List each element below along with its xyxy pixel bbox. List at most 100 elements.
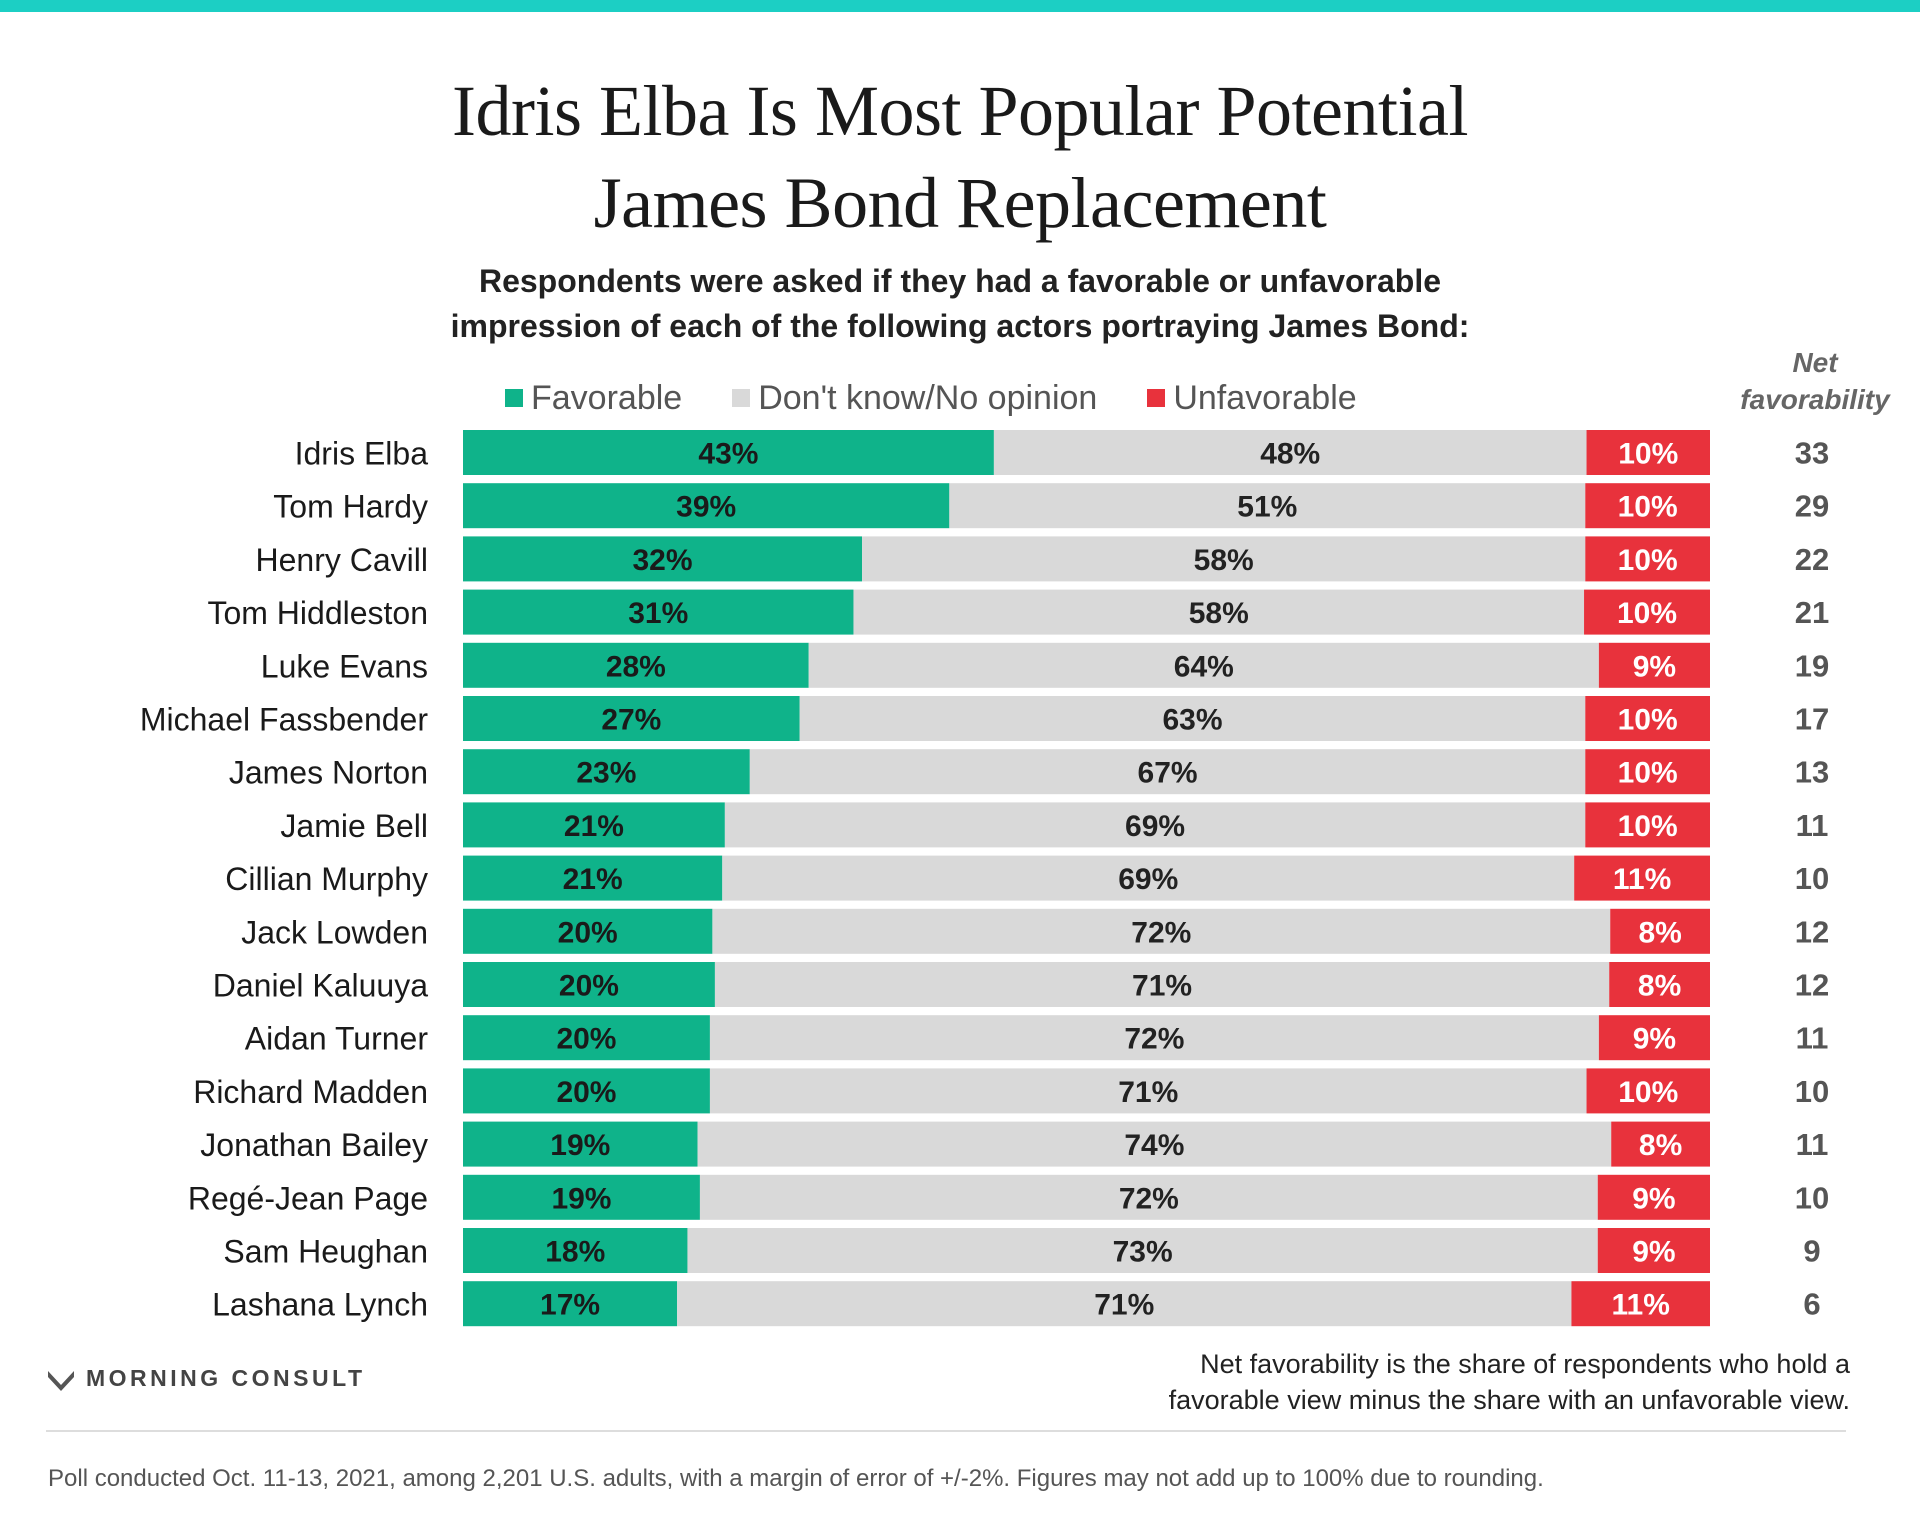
data-label-unfavorable: 10% <box>1618 438 1678 471</box>
bar-no-opinion <box>853 589 1585 635</box>
data-label-no-opinion: 48% <box>1260 438 1320 471</box>
legend-swatch-no-opinion <box>732 389 751 407</box>
bar-favorable <box>463 589 854 635</box>
category-label: Tom Hiddleston <box>207 595 428 631</box>
data-label-favorable: 21% <box>564 810 624 843</box>
data-label-favorable: 23% <box>576 757 636 790</box>
data-label-unfavorable: 10% <box>1618 544 1678 577</box>
data-label-favorable: 17% <box>540 1289 600 1322</box>
net-favorability-value: 13 <box>1795 755 1829 790</box>
category-label: Aidan Turner <box>245 1021 429 1057</box>
note-line-2: favorable view minus the share with an u… <box>1168 1385 1850 1415</box>
data-label-no-opinion: 64% <box>1174 650 1234 683</box>
legend-label-no-opinion: Don't know/No opinion <box>758 378 1098 417</box>
bar-favorable <box>463 855 723 901</box>
net-favorability-value: 10 <box>1795 1180 1829 1215</box>
net-favorability-value: 19 <box>1795 648 1829 683</box>
data-label-unfavorable: 8% <box>1638 970 1681 1003</box>
data-label-no-opinion: 72% <box>1124 1023 1184 1056</box>
bar-unfavorable <box>1584 589 1710 635</box>
bar-favorable <box>463 696 800 741</box>
bar-favorable <box>463 1015 710 1061</box>
data-label-favorable: 19% <box>551 1182 611 1215</box>
category-label: Lashana Lynch <box>212 1287 428 1323</box>
bar-no-opinion <box>709 1015 1599 1061</box>
chart-title-line-2: James Bond Replacement <box>593 163 1327 243</box>
net-favorability-value: 12 <box>1795 914 1829 949</box>
bar-favorable <box>463 430 994 475</box>
data-label-no-opinion: 51% <box>1237 491 1297 524</box>
data-label-no-opinion: 63% <box>1162 704 1222 737</box>
net-favorability-value: 29 <box>1795 489 1829 524</box>
legend-item-unfavorable: Unfavorable <box>1147 379 1357 418</box>
legend-swatch-unfavorable <box>1147 389 1166 407</box>
bar-favorable <box>463 1281 678 1327</box>
bar-unfavorable <box>1609 962 1710 1007</box>
data-label-no-opinion: 69% <box>1118 863 1178 896</box>
category-label: Tom Hardy <box>273 489 428 525</box>
data-label-favorable: 39% <box>676 491 736 524</box>
chart-legend: Favorable Don't know/No opinion Unfavora… <box>505 378 1407 418</box>
bar-favorable <box>463 1228 688 1273</box>
bar-no-opinion <box>709 1068 1587 1114</box>
stacked-bar-chart: Idris Elba 43% 48% 10% 33 Tom Hardy 39% 51% 10% 2… <box>140 430 1829 1327</box>
bar-no-opinion <box>697 1121 1612 1167</box>
data-label-favorable: 28% <box>606 650 666 683</box>
bar-unfavorable <box>1585 483 1710 529</box>
net-favorability-value: 11 <box>1796 1021 1829 1056</box>
bar-unfavorable <box>1586 430 1710 475</box>
category-label: James Norton <box>229 755 428 791</box>
brand-logo: MORNING CONSULT <box>46 1365 366 1392</box>
category-label: Regé-Jean Page <box>188 1180 428 1216</box>
bar-no-opinion <box>699 1174 1598 1220</box>
bar-no-opinion <box>687 1228 1598 1273</box>
category-label: Idris Elba <box>295 436 429 472</box>
bar-favorable <box>463 536 863 582</box>
net-favorability-value: 10 <box>1795 1074 1829 1109</box>
bar-favorable <box>463 1174 700 1220</box>
data-label-favorable: 20% <box>556 1023 616 1056</box>
data-label-no-opinion: 69% <box>1125 810 1185 843</box>
bar-favorable <box>463 908 713 954</box>
bar-unfavorable <box>1585 802 1710 848</box>
data-label-no-opinion: 67% <box>1138 757 1198 790</box>
legend-swatch-favorable <box>505 389 523 407</box>
data-label-unfavorable: 10% <box>1618 491 1678 524</box>
bar-favorable <box>463 1068 710 1114</box>
data-label-unfavorable: 8% <box>1638 916 1681 949</box>
data-label-no-opinion: 72% <box>1131 916 1191 949</box>
bar-unfavorable <box>1597 1174 1710 1220</box>
data-label-unfavorable: 9% <box>1632 1182 1675 1215</box>
net-favorability-value: 6 <box>1803 1287 1820 1322</box>
bar-no-opinion <box>722 855 1575 901</box>
bar-favorable <box>463 642 809 688</box>
footer-divider <box>46 1430 1846 1432</box>
net-favorability-value: 33 <box>1795 436 1829 471</box>
bar-unfavorable <box>1585 749 1710 795</box>
data-label-no-opinion: 58% <box>1194 544 1254 577</box>
net-favorability-note: Net favorability is the share of respond… <box>1169 1346 1850 1418</box>
data-label-favorable: 19% <box>550 1129 610 1162</box>
source-note: Poll conducted Oct. 11-13, 2021, among 2… <box>48 1465 1544 1492</box>
net-header-line-1: Net <box>1792 347 1838 378</box>
data-label-unfavorable: 10% <box>1617 597 1677 630</box>
data-label-unfavorable: 9% <box>1633 1023 1676 1056</box>
data-label-unfavorable: 9% <box>1632 1236 1675 1269</box>
net-favorability-value: 11 <box>1796 1127 1829 1162</box>
bar-unfavorable <box>1574 855 1710 901</box>
net-favorability-value: 17 <box>1795 702 1829 737</box>
category-label: Daniel Kaluuya <box>213 968 428 1004</box>
brand-name: MORNING CONSULT <box>86 1365 366 1391</box>
data-label-favorable: 20% <box>559 970 619 1003</box>
category-label: Richard Madden <box>193 1074 428 1110</box>
bar-favorable <box>463 962 715 1007</box>
net-favorability-value: 22 <box>1795 542 1829 577</box>
category-label: Henry Cavill <box>256 542 428 578</box>
bar-favorable <box>463 1121 698 1167</box>
data-label-unfavorable: 10% <box>1618 757 1678 790</box>
data-label-unfavorable: 11% <box>1612 1289 1670 1322</box>
legend-item-no-opinion: Don't know/No opinion <box>732 379 1097 418</box>
data-label-unfavorable: 10% <box>1618 810 1678 843</box>
bar-no-opinion <box>949 483 1586 529</box>
bar-unfavorable <box>1598 1015 1710 1061</box>
